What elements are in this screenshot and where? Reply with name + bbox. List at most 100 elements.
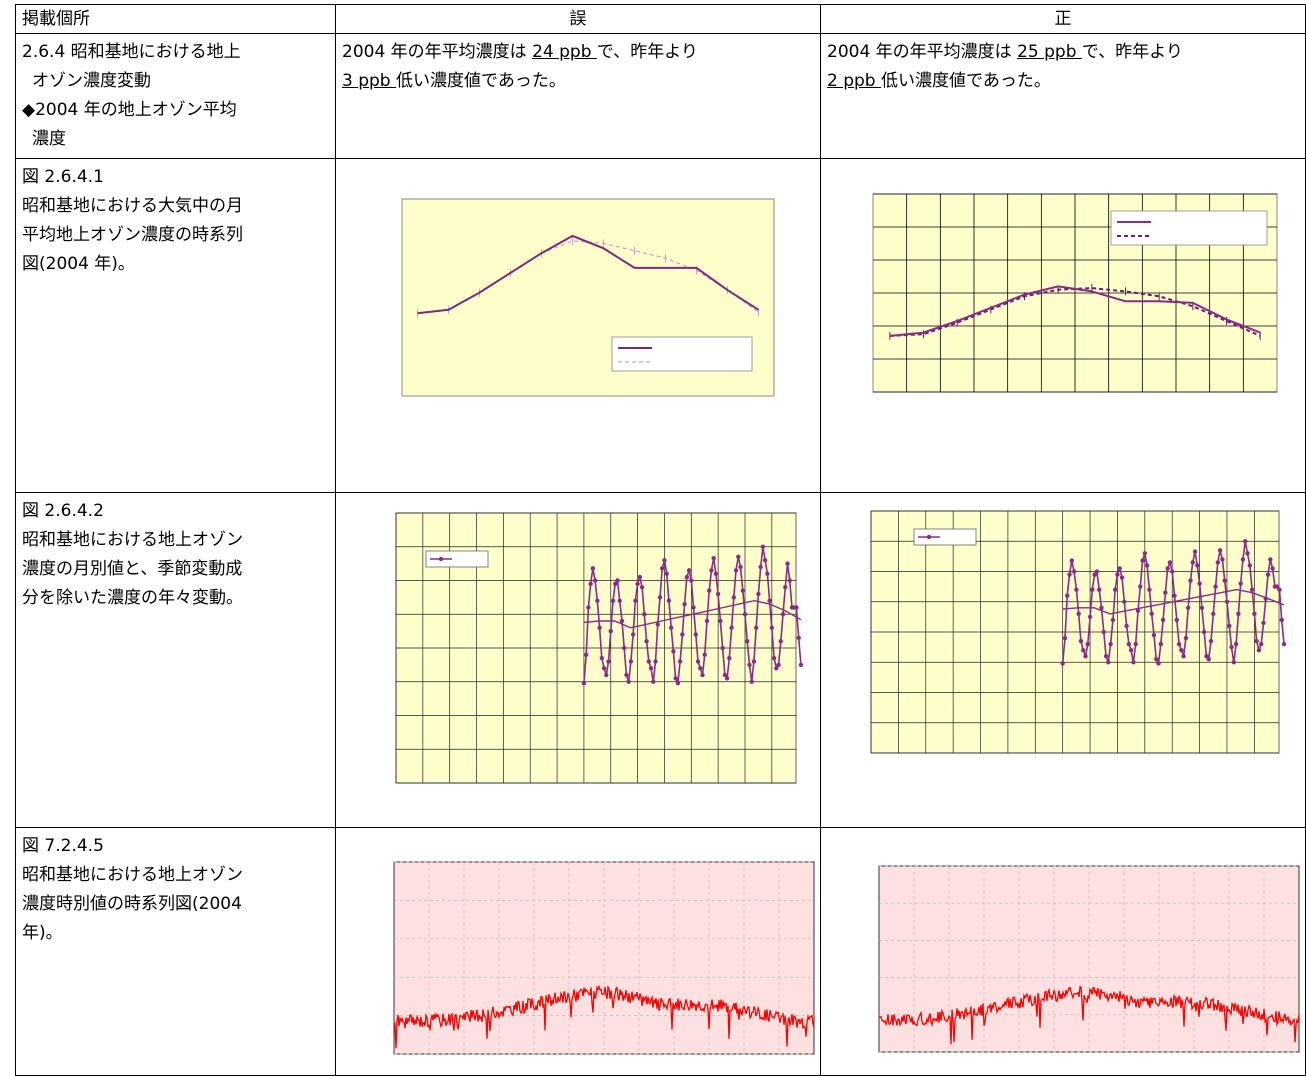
location-line: 図 7.2.4.5 <box>22 836 104 856</box>
data-point <box>767 598 772 603</box>
data-point <box>1108 641 1113 647</box>
data-point <box>1211 611 1216 617</box>
data-point <box>586 605 591 610</box>
data-point <box>1261 620 1266 626</box>
chart-yearly-correct <box>870 510 1287 754</box>
data-point <box>686 568 692 573</box>
data-point <box>660 566 665 571</box>
data-point <box>1154 657 1159 662</box>
data-point <box>1179 647 1184 653</box>
data-point <box>1172 593 1177 598</box>
data-point <box>610 598 616 603</box>
data-point <box>1103 654 1109 659</box>
text-part: で、昨年より <box>596 42 698 62</box>
data-point <box>709 568 714 573</box>
data-point <box>713 571 719 576</box>
data-point <box>1122 599 1127 604</box>
location-cell: 図 2.6.4.1 昭和基地における大気中の月 平均地上オゾン濃度の時系列 図(… <box>16 159 335 283</box>
data-point <box>711 556 716 561</box>
data-point <box>617 598 622 603</box>
data-point <box>1229 644 1234 650</box>
location-line: 2.6.4 昭和基地における地上 <box>22 42 241 62</box>
data-point <box>1227 623 1232 629</box>
data-point <box>1110 617 1116 623</box>
data-point <box>1065 593 1070 598</box>
data-point <box>637 574 643 580</box>
data-point <box>680 632 685 637</box>
data-point <box>604 672 609 678</box>
location-line: 濃度 <box>32 129 66 149</box>
data-point <box>1074 587 1079 592</box>
data-point <box>1213 584 1218 589</box>
correct-value-diff: 2 ppb <box>827 71 881 91</box>
location-line: ◆2004 年の地上オゾン平均 <box>22 100 237 120</box>
data-point <box>1160 617 1166 623</box>
data-point <box>666 598 672 603</box>
location-cell: 2.6.4 昭和基地における地上 オゾン濃度変動 ◆2004 年の地上オゾン平均… <box>16 34 335 158</box>
row-fig-monthly: 図 2.6.4.1 昭和基地における大気中の月 平均地上オゾン濃度の時系列 図(… <box>15 158 1306 493</box>
legend-box <box>1110 210 1268 246</box>
data-point <box>762 558 768 563</box>
data-point <box>718 618 723 624</box>
data-point <box>1071 569 1077 574</box>
data-point <box>648 666 654 671</box>
data-point <box>1281 641 1287 647</box>
data-point <box>1062 635 1068 641</box>
data-point <box>1147 587 1152 592</box>
data-point <box>1195 563 1200 568</box>
data-point <box>1238 581 1243 586</box>
data-point <box>765 571 770 576</box>
data-point <box>747 662 752 668</box>
data-point <box>758 564 763 570</box>
data-point <box>675 680 681 686</box>
data-point <box>590 566 596 571</box>
location-line: 図 2.6.4.2 <box>22 501 104 521</box>
location-line: 図 2.6.4.1 <box>22 167 104 187</box>
data-point <box>751 659 757 664</box>
data-point <box>1131 660 1136 665</box>
header-correct: 正 <box>820 4 1306 34</box>
legend-marker <box>926 534 932 540</box>
data-point <box>1112 587 1118 592</box>
data-point <box>796 635 801 641</box>
legend-box <box>913 528 977 546</box>
chart-hourly-correct <box>878 865 1300 1053</box>
location-line: 分を除いた濃度の年々変動。 <box>22 588 243 608</box>
data-point <box>684 574 690 580</box>
data-point <box>1231 660 1237 665</box>
data-point <box>715 591 721 597</box>
header-location: 掲載個所 <box>15 4 336 34</box>
data-point <box>1268 557 1273 562</box>
data-point <box>635 581 640 587</box>
location-line: 昭和基地における地上オゾン <box>22 530 243 550</box>
data-point <box>756 591 761 597</box>
data-point <box>785 561 790 566</box>
data-point <box>1092 572 1097 577</box>
data-point <box>776 662 781 668</box>
hourly-line <box>393 984 815 1049</box>
location-line: 年)。 <box>22 923 63 943</box>
data-point <box>642 612 647 617</box>
data-point <box>601 666 607 671</box>
data-point <box>695 659 701 664</box>
legend-box <box>425 550 489 568</box>
data-point <box>613 581 618 587</box>
concentration-line <box>889 285 1261 337</box>
data-point <box>615 578 620 583</box>
data-point <box>1233 641 1239 647</box>
header-wrong: 誤 <box>335 4 821 34</box>
legend-box <box>611 336 753 372</box>
data-point <box>798 662 804 668</box>
data-point <box>599 655 605 661</box>
data-point <box>1119 575 1125 580</box>
data-point <box>646 659 651 664</box>
data-point <box>738 564 743 570</box>
correct-text: 2004 年の年平均濃度は 25 ppb で、昨年より 2 ppb 低い濃度値であ… <box>821 34 1305 100</box>
data-point <box>608 628 613 634</box>
data-point <box>1176 641 1182 647</box>
location-line: 図(2004 年)。 <box>22 254 135 274</box>
data-point <box>689 578 694 583</box>
chart-hourly-wrong <box>393 861 815 1055</box>
data-point <box>1204 654 1209 659</box>
data-point <box>1185 605 1191 610</box>
